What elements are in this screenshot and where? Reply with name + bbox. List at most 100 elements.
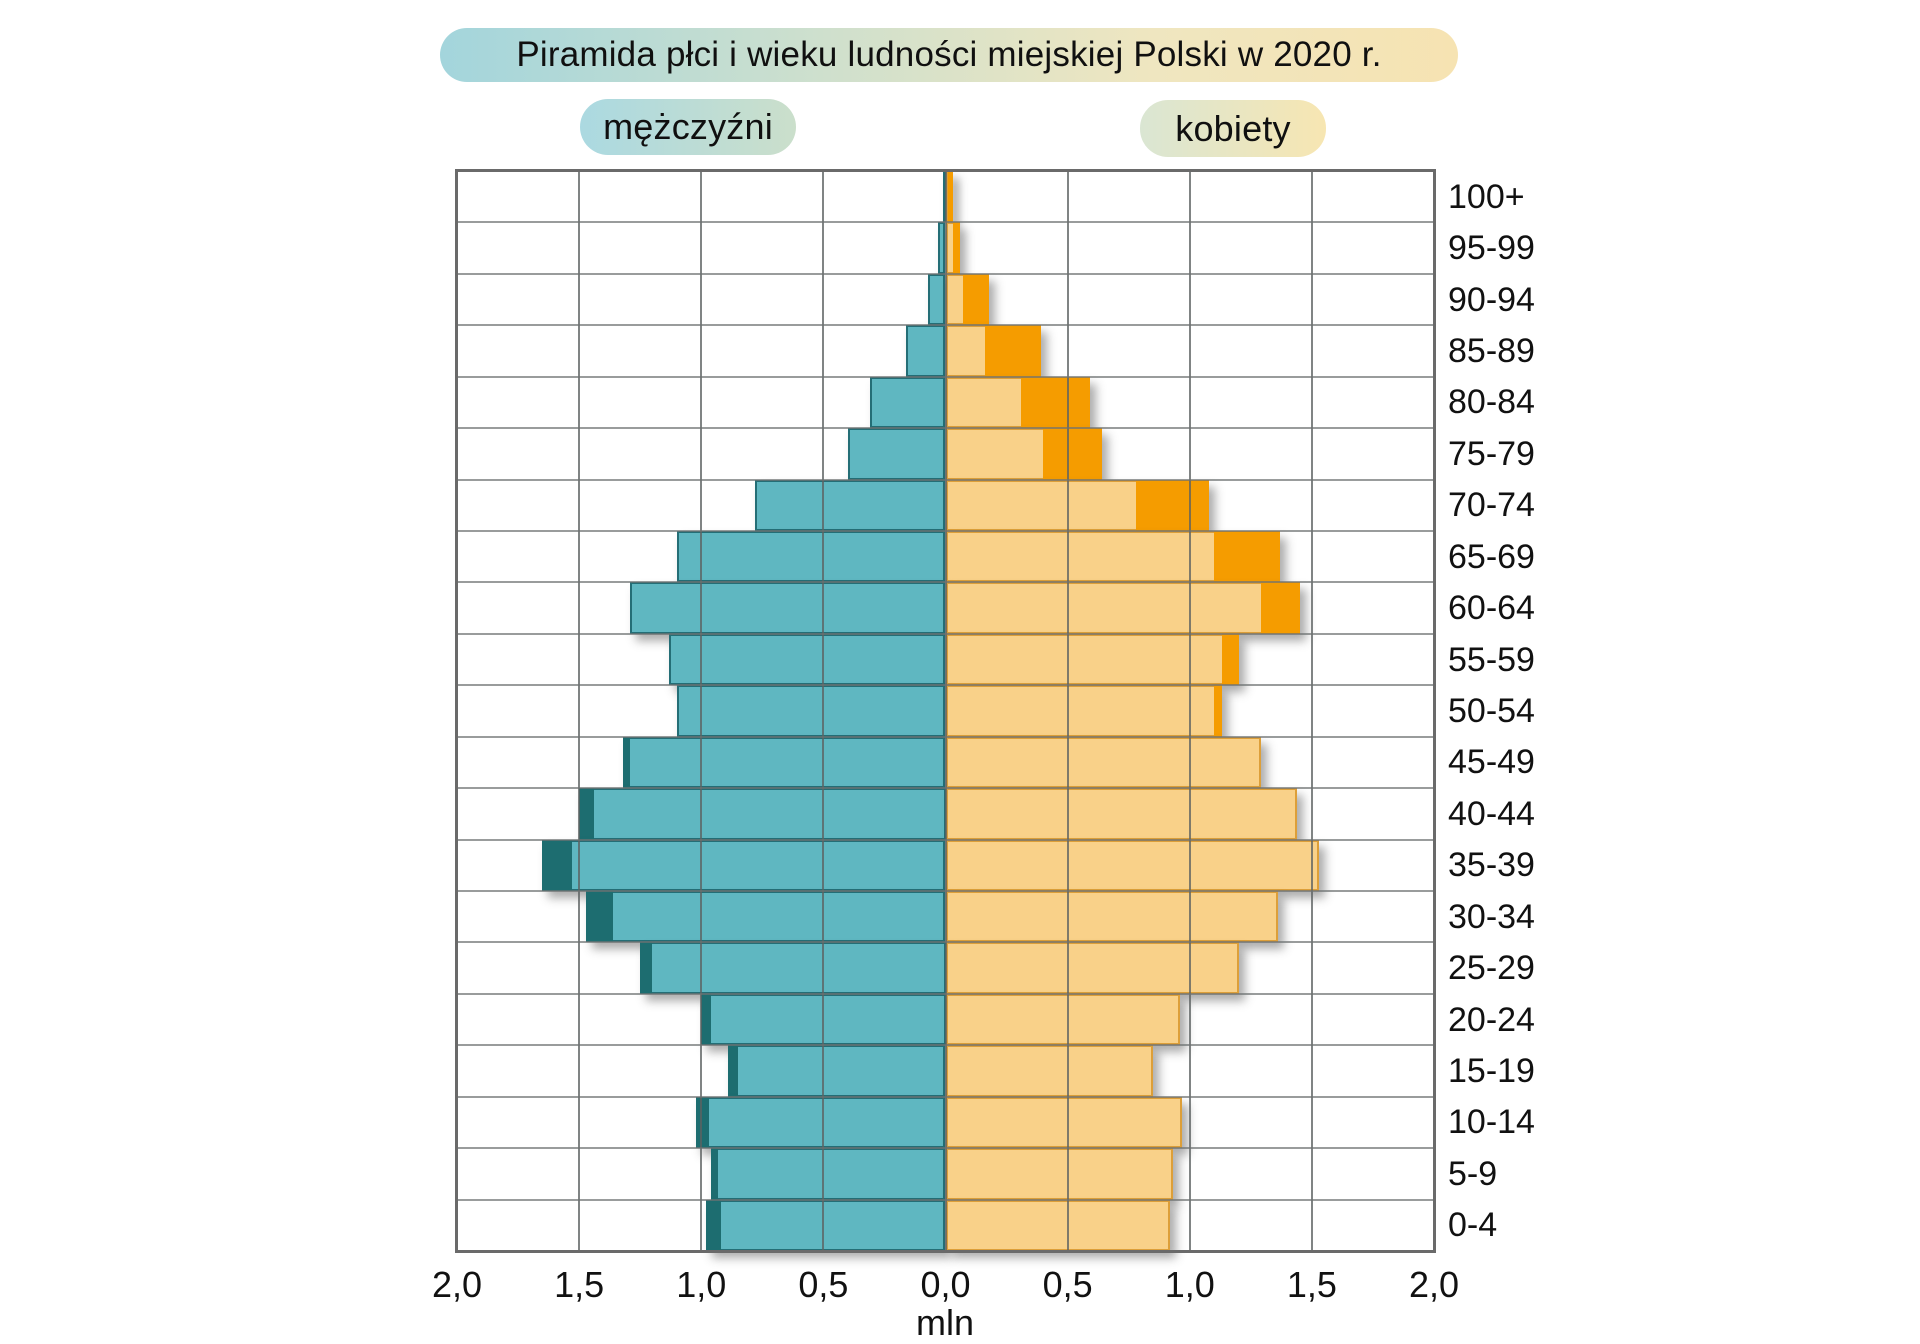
- bar-women-100+: [945, 171, 953, 223]
- female-surplus-cap-85-89: [984, 325, 1041, 377]
- male-surplus-cap-20-24: [701, 993, 712, 1046]
- bar-women-15-19: [945, 1045, 1154, 1097]
- age-label-90-94: 90-94: [1448, 280, 1535, 319]
- bar-women-50-54: [945, 685, 1222, 737]
- horizontal-gridline: [457, 1044, 1434, 1047]
- horizontal-gridline: [457, 787, 1434, 790]
- horizontal-gridline: [457, 375, 1434, 378]
- chart-title: Piramida płci i wieku ludności miejskiej…: [440, 28, 1458, 82]
- horizontal-gridline: [457, 890, 1434, 892]
- bar-men-60-64: [630, 582, 946, 634]
- bar-women-65-69: [945, 531, 1281, 583]
- horizontal-gridline: [457, 478, 1434, 481]
- bar-men-0-4: [706, 1199, 946, 1251]
- x-tick-label: 2,0: [431, 1264, 483, 1305]
- bar-men-55-59: [669, 633, 946, 686]
- age-label-55-59: 55-59: [1448, 640, 1535, 679]
- age-label-10-14: 10-14: [1448, 1103, 1535, 1142]
- horizontal-gridline: [457, 324, 1434, 327]
- female-surplus-cap-60-64: [1260, 582, 1300, 634]
- bar-men-35-39: [542, 839, 946, 891]
- plot-area: [457, 171, 1434, 1251]
- horizontal-gridline: [457, 427, 1434, 430]
- age-label-5-9: 5-9: [1448, 1154, 1498, 1193]
- bar-women-75-79: [945, 428, 1102, 480]
- x-tick-label: 0,5: [1042, 1264, 1093, 1305]
- horizontal-gridline: [457, 221, 1434, 224]
- female-surplus-cap-100+: [947, 171, 953, 223]
- bar-women-30-34: [945, 891, 1278, 943]
- bar-men-15-19: [728, 1045, 946, 1097]
- age-label-50-54: 50-54: [1448, 692, 1535, 730]
- female-surplus-cap-55-59: [1221, 633, 1239, 686]
- x-tick-label: 0,0: [920, 1264, 971, 1305]
- age-label-25-29: 25-29: [1448, 949, 1535, 988]
- bar-men-50-54: [676, 685, 946, 737]
- bar-men-85-89: [906, 325, 946, 377]
- bar-women-60-64: [945, 582, 1300, 634]
- vertical-gridline: [944, 171, 947, 1251]
- bar-women-55-59: [945, 633, 1239, 686]
- bar-men-45-49: [623, 736, 946, 789]
- age-label-80-84: 80-84: [1448, 383, 1535, 422]
- female-surplus-cap-90-94: [962, 273, 990, 326]
- female-surplus-cap-95-99: [952, 222, 961, 274]
- bar-men-25-29: [640, 942, 946, 994]
- bar-men-10-14: [696, 1096, 946, 1149]
- age-label-70-74: 70-74: [1448, 486, 1535, 525]
- bar-women-85-89: [945, 325, 1041, 377]
- male-surplus-cap-40-44: [579, 788, 594, 840]
- male-surplus-cap-25-29: [640, 942, 653, 994]
- x-tick-label: 0,5: [798, 1264, 849, 1305]
- age-label-30-34: 30-34: [1448, 897, 1535, 936]
- male-surplus-cap-45-49: [623, 736, 631, 789]
- vertical-gridline: [1188, 171, 1191, 1251]
- age-label-35-39: 35-39: [1448, 846, 1535, 885]
- male-surplus-cap-10-14: [696, 1096, 709, 1149]
- female-surplus-cap-70-74: [1136, 479, 1210, 531]
- bar-women-70-74: [945, 479, 1210, 531]
- bar-women-35-39: [945, 839, 1320, 891]
- female-surplus-cap-75-79: [1043, 428, 1102, 480]
- age-label-85-89: 85-89: [1448, 332, 1535, 370]
- horizontal-gridline: [457, 1095, 1434, 1098]
- age-label-15-19: 15-19: [1448, 1052, 1535, 1090]
- bar-women-0-4: [945, 1199, 1171, 1251]
- bar-men-95-99: [938, 222, 946, 274]
- horizontal-gridline: [457, 632, 1434, 635]
- age-label-45-49: 45-49: [1448, 743, 1535, 782]
- female-surplus-cap-65-69: [1214, 531, 1281, 583]
- x-tick-label: 1,0: [1164, 1264, 1215, 1305]
- horizontal-gridline: [457, 992, 1434, 995]
- bar-men-5-9: [711, 1148, 946, 1200]
- bar-women-10-14: [945, 1096, 1183, 1149]
- male-surplus-cap-5-9: [711, 1148, 719, 1200]
- x-tick-label: 2,0: [1408, 1264, 1460, 1305]
- bar-men-40-44: [579, 788, 946, 840]
- vertical-gridline: [1066, 171, 1069, 1251]
- age-label-60-64: 60-64: [1448, 589, 1535, 628]
- bar-women-5-9: [945, 1148, 1173, 1200]
- bar-men-65-69: [676, 531, 946, 583]
- age-label-20-24: 20-24: [1448, 1000, 1535, 1039]
- bar-men-70-74: [754, 479, 946, 531]
- male-surplus-cap-35-39: [542, 839, 572, 891]
- horizontal-gridline: [457, 684, 1434, 687]
- x-tick-label: 1,5: [554, 1264, 605, 1305]
- horizontal-gridline: [457, 1198, 1434, 1201]
- bar-women-25-29: [945, 942, 1239, 994]
- axis-unit-label: mln: [915, 1302, 975, 1343]
- age-label-100+: 100+: [1448, 177, 1525, 216]
- x-tick-label: 1,0: [676, 1264, 727, 1305]
- bar-men-80-84: [869, 376, 946, 429]
- horizontal-gridline: [457, 581, 1434, 584]
- vertical-gridline: [822, 171, 825, 1251]
- horizontal-gridline: [457, 941, 1434, 944]
- horizontal-gridline: [457, 530, 1434, 532]
- male-surplus-cap-30-34: [586, 891, 614, 943]
- female-surplus-cap-50-54: [1214, 685, 1222, 737]
- x-tick-label: 1,5: [1286, 1264, 1337, 1305]
- horizontal-gridline: [457, 838, 1434, 841]
- bar-women-40-44: [945, 788, 1298, 840]
- vertical-gridline: [578, 171, 581, 1251]
